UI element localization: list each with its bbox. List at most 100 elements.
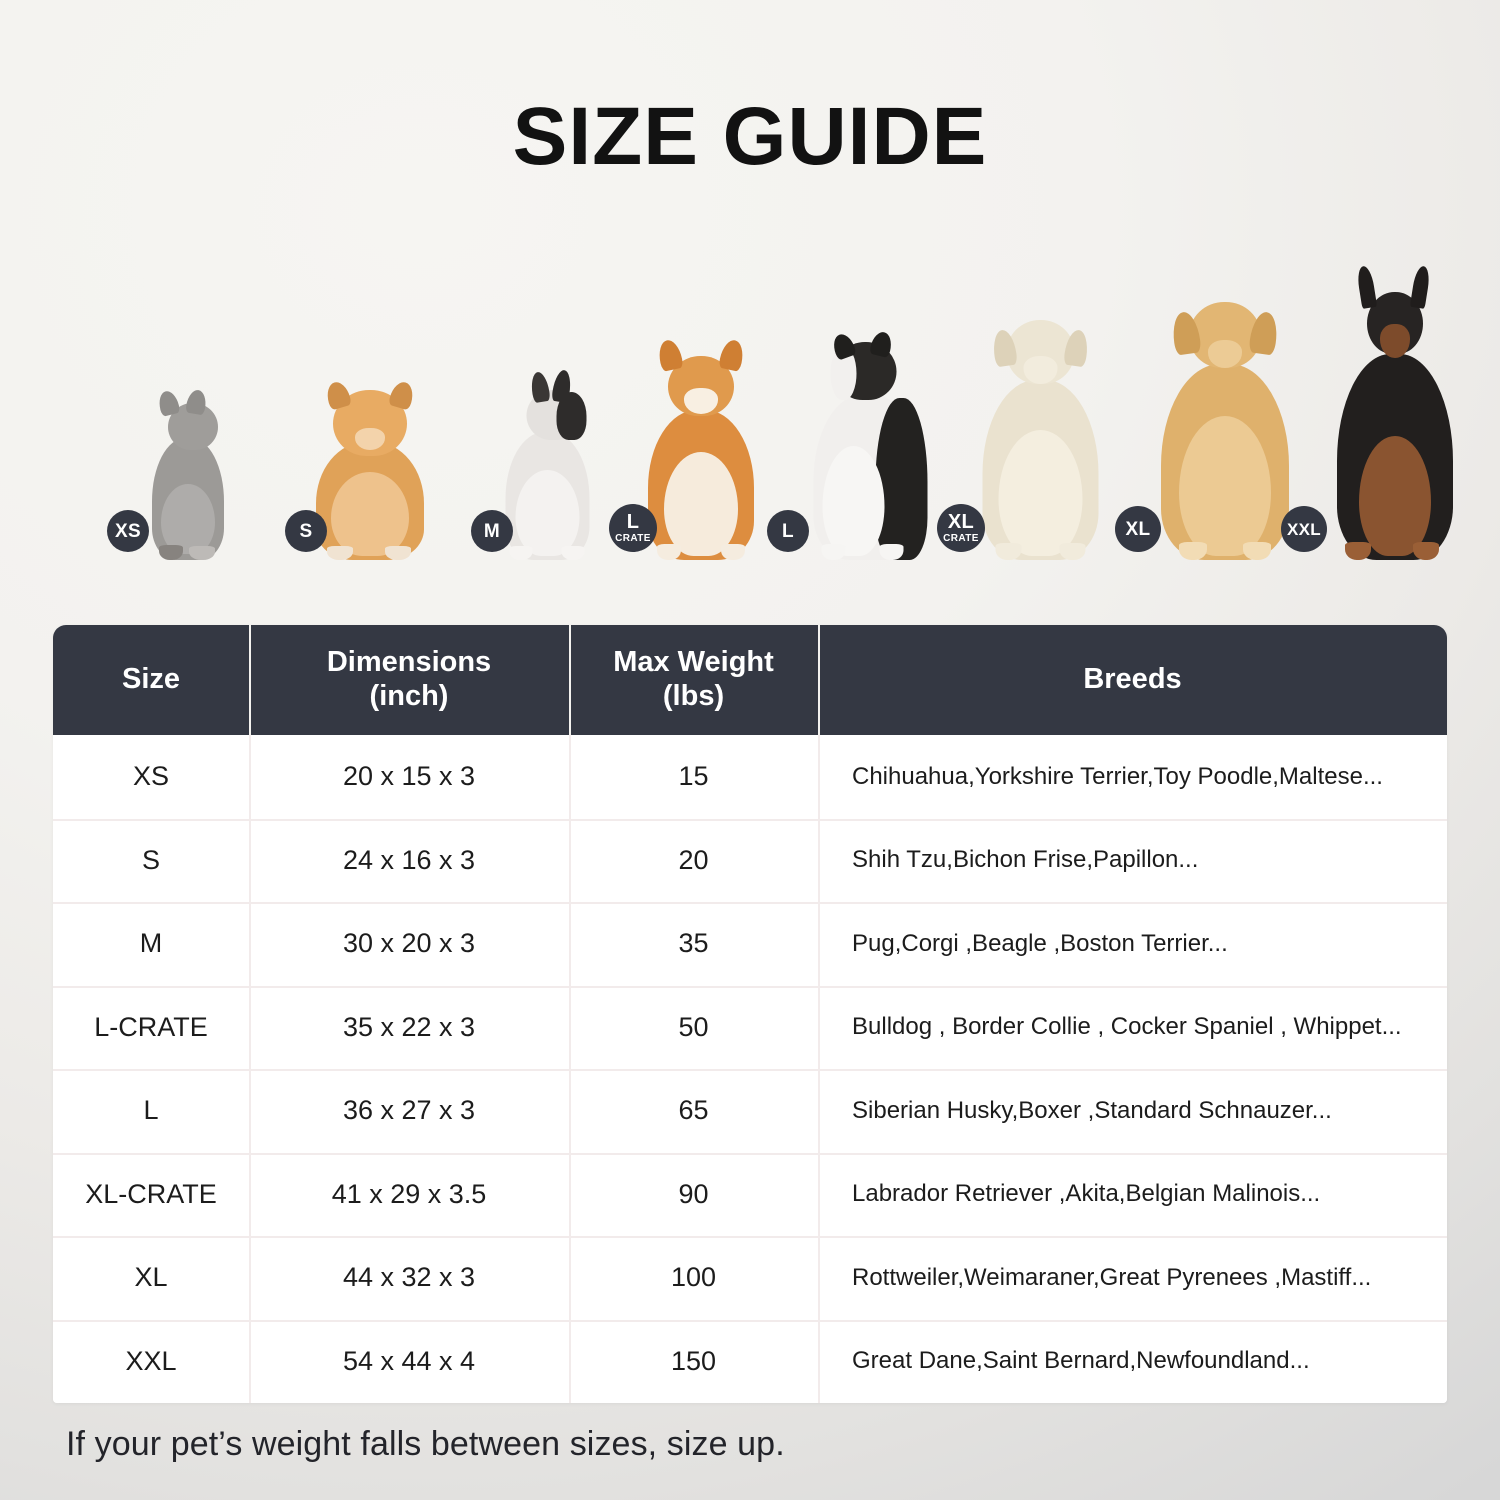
- size-badge-xl-crate: XL CRATE: [937, 504, 985, 552]
- collie-chest: [822, 446, 885, 556]
- shiba-paw-right: [721, 544, 745, 560]
- collie-paw-left: [821, 544, 845, 560]
- lab-paw-right: [1059, 543, 1085, 560]
- table-header-row: Size Dimensions (inch) Max Weight (lbs) …: [53, 625, 1447, 735]
- table-row: XL-CRATE 41 x 29 x 3.5 90 Labrador Retri…: [53, 1152, 1447, 1237]
- pom-paw-right: [385, 546, 411, 560]
- shiba-ear-right: [718, 338, 746, 372]
- size-guide-table: Size Dimensions (inch) Max Weight (lbs) …: [53, 625, 1447, 1403]
- cell-max-weight: 65: [569, 1069, 818, 1153]
- column-header-dimensions: Dimensions (inch): [249, 625, 569, 735]
- cell-max-weight: 90: [569, 1152, 818, 1237]
- cell-breeds: Great Dane,Saint Bernard,Newfoundland...: [818, 1319, 1447, 1404]
- frenchie-chest: [515, 470, 580, 556]
- dobie-ear-right: [1409, 265, 1432, 309]
- cell-breeds: Shih Tzu,Bichon Frise,Papillon...: [818, 818, 1447, 903]
- cell-size: L-CRATE: [94, 1011, 208, 1042]
- dobie-ear-left: [1355, 265, 1378, 309]
- table-body: XS 20 x 15 x 3 15 Chihuahua,Yorkshire Te…: [53, 735, 1447, 1403]
- cat-paw-right: [189, 546, 215, 560]
- dobie-muzzle: [1380, 324, 1410, 358]
- cell-dimensions: 54 x 44 x 4: [249, 1319, 569, 1404]
- footer-note: If your pet’s weight falls between sizes…: [66, 1425, 785, 1463]
- cell-size: XL: [134, 1262, 168, 1293]
- cell-breeds: Bulldog , Border Collie , Cocker Spaniel…: [818, 985, 1447, 1070]
- cell-max-weight: 100: [569, 1236, 818, 1320]
- cell-size: L: [143, 1095, 159, 1126]
- column-header-size-label: Size: [121, 663, 181, 696]
- dobie-paw-right: [1413, 542, 1439, 560]
- cell-max-weight: 15: [569, 735, 818, 819]
- cell-max-weight: 150: [569, 1319, 818, 1404]
- golden-paw-left: [1179, 542, 1207, 560]
- cat-paw-left: [159, 545, 183, 560]
- lab-muzzle: [1023, 356, 1058, 384]
- dobie-paw-left: [1345, 542, 1371, 560]
- cell-size: S: [141, 844, 160, 875]
- pom-paw-left: [327, 546, 353, 560]
- column-header-breeds: Breeds: [818, 625, 1447, 735]
- table-row: L 36 x 27 x 3 65 Siberian Husky,Boxer ,S…: [53, 1069, 1447, 1153]
- cell-breeds: Labrador Retriever ,Akita,Belgian Malino…: [818, 1152, 1447, 1237]
- lab-chest: [998, 430, 1083, 556]
- column-header-max-weight: Max Weight (lbs): [569, 625, 818, 735]
- table-row: XXL 54 x 44 x 4 150 Great Dane,Saint Ber…: [53, 1319, 1447, 1404]
- cell-max-weight: 35: [569, 902, 818, 986]
- cat-chest: [161, 484, 215, 554]
- cell-dimensions: 41 x 29 x 3.5: [249, 1152, 569, 1237]
- animal-cat: XS: [107, 388, 263, 560]
- cell-breeds: Pug,Corgi ,Beagle ,Boston Terrier...: [818, 902, 1447, 986]
- page-title: SIZE GUIDE: [512, 91, 988, 182]
- pom-ear-right: [387, 379, 417, 411]
- cell-dimensions: 36 x 27 x 3: [249, 1069, 569, 1153]
- shiba-paw-left: [657, 544, 681, 560]
- cell-dimensions: 20 x 15 x 3: [249, 735, 569, 819]
- cell-size: XS: [132, 761, 170, 792]
- cell-dimensions: 44 x 32 x 3: [249, 1236, 569, 1320]
- collie-body-black: [875, 398, 928, 560]
- cell-breeds: Rottweiler,Weimaraner,Great Pyrenees ,Ma…: [818, 1236, 1447, 1320]
- shiba-muzzle: [684, 388, 718, 414]
- shiba-ear-left: [656, 338, 684, 372]
- cell-max-weight: 50: [569, 985, 818, 1070]
- table-row: M 30 x 20 x 3 35 Pug,Corgi ,Beagle ,Bost…: [53, 902, 1447, 986]
- size-badge-xs: XS: [107, 510, 149, 552]
- golden-chest: [1179, 416, 1271, 556]
- table-row: XS 20 x 15 x 3 15 Chihuahua,Yorkshire Te…: [53, 735, 1447, 819]
- shiba-chest: [664, 452, 738, 556]
- cat-ear-left: [156, 389, 181, 417]
- table-row: XL 44 x 32 x 3 100 Rottweiler,Weimaraner…: [53, 1236, 1447, 1320]
- column-header-dimensions-line2: (inch): [369, 680, 449, 712]
- frenchie-paw-right: [561, 546, 584, 560]
- cell-breeds: Chihuahua,Yorkshire Terrier,Toy Poodle,M…: [818, 735, 1447, 819]
- golden-paw-right: [1243, 542, 1271, 560]
- animal-labrador-retriever: XL CRATE: [937, 298, 1138, 560]
- animal-size-row: XS S M: [53, 265, 1453, 560]
- pom-muzzle: [355, 428, 385, 450]
- animal-french-bulldog: M: [465, 360, 630, 560]
- size-badge-l: L: [767, 510, 809, 552]
- table-row: L-CRATE 35 x 22 x 3 50 Bulldog , Border …: [53, 985, 1447, 1070]
- cell-dimensions: 24 x 16 x 3: [249, 818, 569, 903]
- column-header-dimensions-line1: Dimensions: [326, 646, 492, 679]
- animal-pomeranian: S: [285, 379, 455, 560]
- cell-size: XL-CRATE: [85, 1178, 217, 1209]
- column-header-max-weight-line1: Max Weight: [613, 646, 774, 679]
- dobie-chest: [1359, 436, 1431, 556]
- cell-max-weight: 20: [569, 818, 818, 903]
- column-header-size: Size: [53, 625, 249, 735]
- size-badge-m: M: [471, 510, 513, 552]
- pom-chest: [331, 472, 409, 556]
- cell-dimensions: 30 x 20 x 3: [249, 902, 569, 986]
- table-row: S 24 x 16 x 3 20 Shih Tzu,Bichon Frise,P…: [53, 818, 1447, 903]
- column-header-breeds-label: Breeds: [1083, 663, 1182, 696]
- size-badge-xxl: XXL: [1281, 506, 1327, 552]
- column-header-max-weight-line2: (lbs): [662, 680, 725, 712]
- lab-paw-left: [995, 543, 1021, 560]
- animal-doberman: XXL: [1281, 264, 1495, 560]
- animal-golden-retriever: XL: [1115, 278, 1325, 560]
- animal-border-collie: L: [767, 315, 960, 560]
- animal-shiba-inu: L CRATE: [609, 335, 791, 560]
- cell-dimensions: 35 x 22 x 3: [249, 985, 569, 1070]
- golden-muzzle: [1208, 340, 1242, 368]
